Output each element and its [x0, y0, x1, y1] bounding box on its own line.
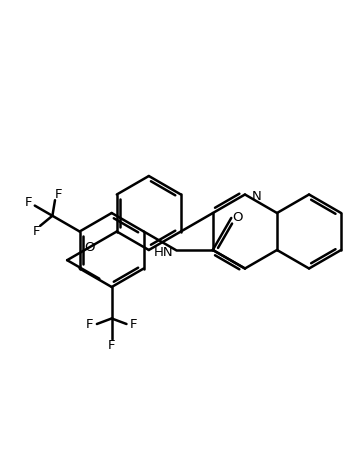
- Text: F: F: [33, 226, 41, 238]
- Text: HN: HN: [154, 246, 174, 259]
- Text: F: F: [130, 318, 137, 331]
- Text: O: O: [84, 241, 94, 254]
- Text: F: F: [86, 318, 94, 331]
- Text: O: O: [232, 212, 243, 224]
- Text: N: N: [252, 190, 262, 203]
- Text: F: F: [108, 339, 115, 352]
- Text: F: F: [25, 196, 33, 208]
- Text: F: F: [55, 188, 62, 201]
